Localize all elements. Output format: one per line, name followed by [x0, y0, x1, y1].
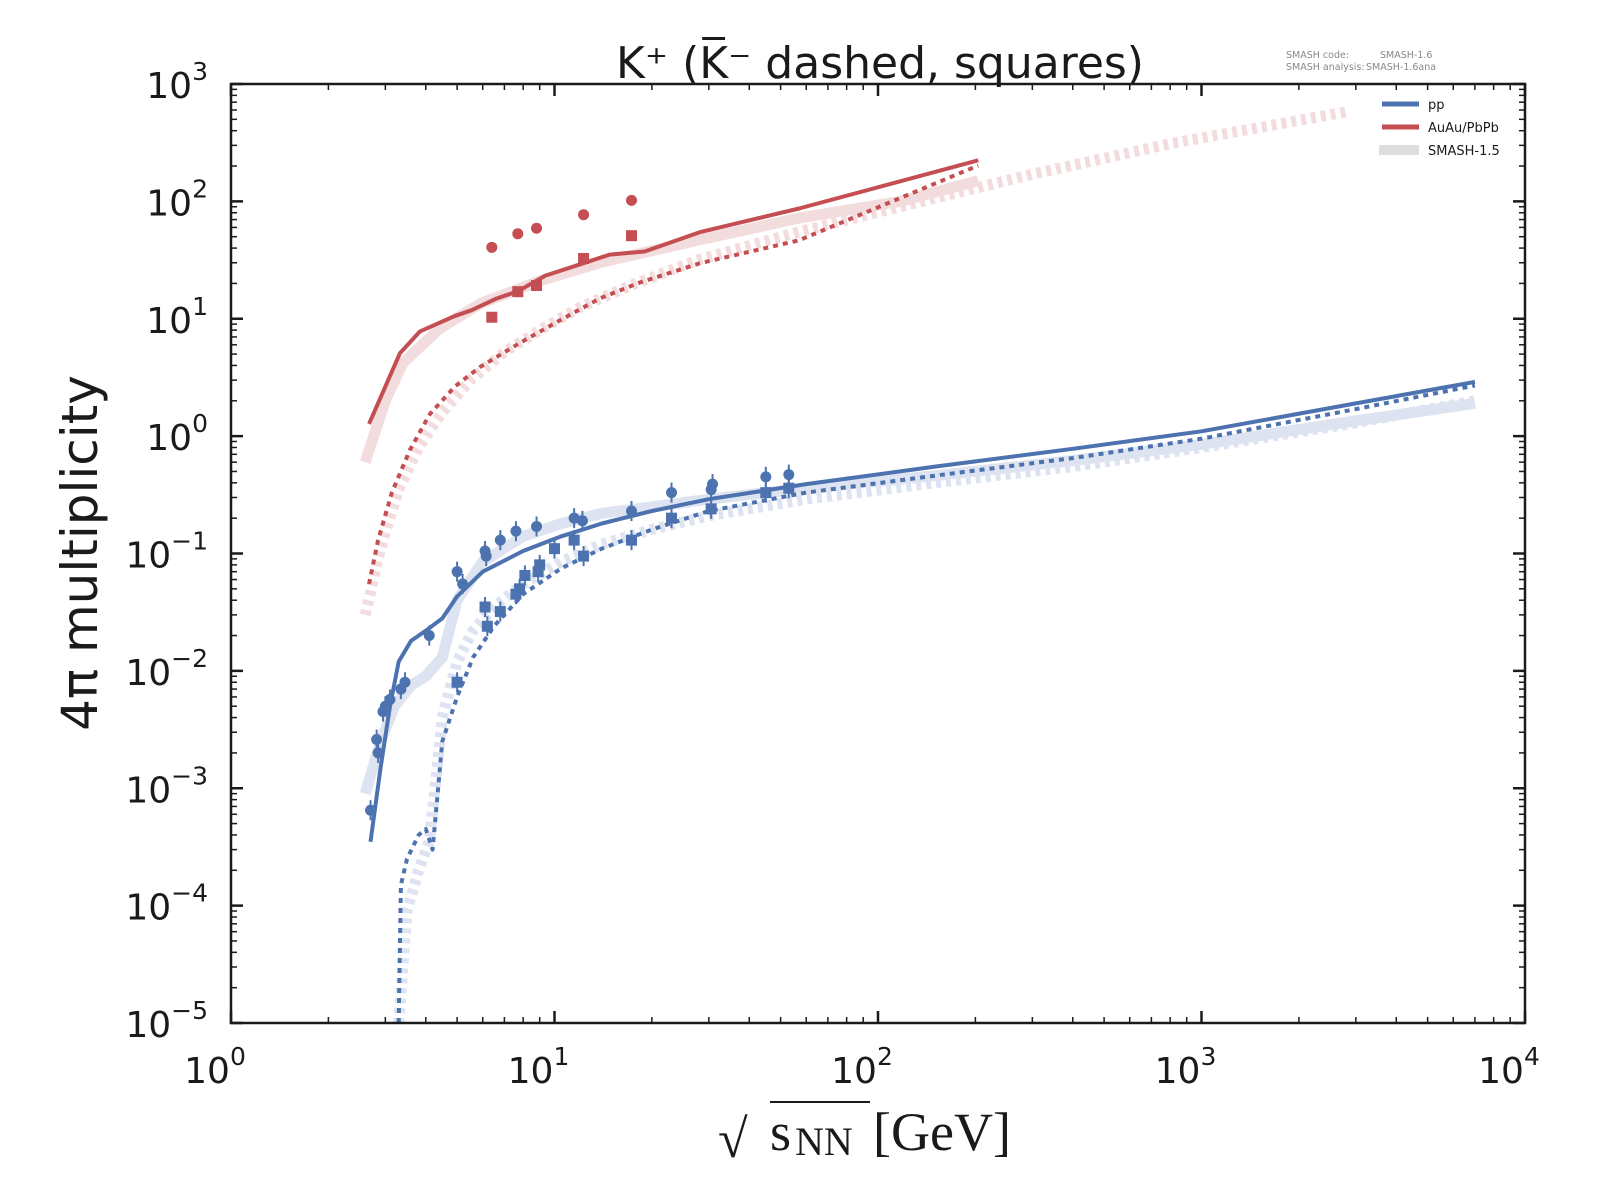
- plot-frame: [229, 82, 1527, 1025]
- data-point-circle: [423, 630, 435, 642]
- info-code-value: SMASH-1.6: [1380, 50, 1432, 61]
- y-tick-label: 10−1: [125, 527, 208, 577]
- data-point-square: [514, 583, 526, 595]
- data-point-square: [494, 606, 506, 618]
- series-line-5: [367, 163, 979, 585]
- data-point-circle: [480, 550, 492, 562]
- version-info: SMASH code: SMASH-1.6 SMASH analysis: SM…: [1286, 50, 1436, 73]
- data-points-layer: [365, 194, 795, 821]
- y-axis-label: 4π multiplicity: [51, 375, 109, 731]
- data-point-square: [531, 279, 543, 291]
- info-analysis-label: SMASH analysis:: [1286, 62, 1365, 73]
- series-line-0: [359, 175, 980, 464]
- data-point-circle: [666, 487, 678, 499]
- x-tick-label: 101: [508, 1042, 570, 1092]
- data-point-square: [486, 311, 498, 323]
- data-point-circle: [626, 194, 638, 206]
- x-axis-label-sqrt: √: [718, 1109, 748, 1169]
- info-analysis-value: SMASH-1.6ana: [1366, 62, 1436, 73]
- data-point-circle: [576, 515, 588, 527]
- y-tick-label: 10−5: [125, 996, 208, 1046]
- x-tick-label: 103: [1155, 1042, 1217, 1092]
- series-layer: [359, 106, 1476, 1024]
- data-point-circle: [568, 512, 580, 524]
- y-tick-label: 10−3: [125, 761, 208, 811]
- y-tick-label: 100: [146, 409, 208, 459]
- series-line-3: [393, 395, 1476, 1024]
- series-line-2: [359, 397, 1476, 796]
- data-point-square: [534, 559, 546, 571]
- data-point-circle: [626, 505, 638, 517]
- data-point-circle: [457, 578, 469, 590]
- y-tick-label: 10−4: [125, 879, 208, 929]
- info-code-label: SMASH code:: [1286, 50, 1349, 61]
- x-axis-label-unit: [GeV]: [873, 1102, 1011, 1162]
- data-point-circle: [399, 676, 411, 688]
- data-point-circle: [707, 478, 719, 490]
- data-point-square: [568, 534, 580, 546]
- x-axis-label-s: s: [770, 1102, 791, 1162]
- data-point-square: [479, 601, 491, 613]
- legend: pp AuAu/PbPb SMASH-1.5: [1379, 98, 1500, 159]
- data-point-circle: [512, 228, 524, 240]
- data-point-circle: [531, 222, 543, 234]
- data-point-square: [705, 503, 717, 515]
- data-point-circle: [451, 566, 463, 578]
- y-tick-label: 102: [146, 174, 208, 224]
- data-point-circle: [510, 525, 522, 537]
- x-tick-label: 100: [184, 1042, 246, 1092]
- y-tick-label: 10−2: [125, 644, 208, 694]
- x-axis-label: √ s NN [GeV]: [718, 1101, 1011, 1169]
- chart-title: K⁺ (K̅⁻ dashed, squares): [616, 35, 1144, 89]
- data-point-circle: [384, 694, 396, 706]
- data-point-circle: [578, 209, 590, 221]
- axis-tick-labels: 100 101 102 103 104 10−5 10−4 10−3 10−2 10−1 100 10…: [125, 57, 1540, 1092]
- data-point-circle: [486, 241, 498, 253]
- data-point-circle: [531, 520, 543, 532]
- series-line-6: [368, 379, 1476, 843]
- data-point-circle: [365, 804, 377, 816]
- x-axis-label-sub: NN: [795, 1119, 853, 1164]
- y-tick-label: 103: [146, 57, 208, 107]
- data-point-square: [760, 487, 772, 499]
- data-point-circle: [372, 747, 384, 759]
- data-point-circle: [783, 469, 795, 481]
- data-point-circle: [371, 734, 383, 746]
- data-point-square: [626, 534, 638, 546]
- data-point-square: [512, 286, 524, 298]
- legend-label-auau: AuAu/PbPb: [1428, 121, 1499, 136]
- x-tick-label: 104: [1478, 1042, 1540, 1092]
- data-point-circle: [494, 534, 506, 546]
- data-point-square: [549, 543, 560, 555]
- data-point-square: [666, 512, 678, 524]
- data-point-square: [578, 253, 590, 265]
- data-point-square: [532, 566, 544, 578]
- data-point-circle: [760, 471, 772, 483]
- data-point-square: [481, 620, 493, 632]
- y-tick-label: 101: [146, 292, 208, 342]
- legend-label-smash15: SMASH-1.5: [1428, 144, 1500, 159]
- x-tick-label: 102: [831, 1042, 893, 1092]
- data-point-square: [626, 230, 638, 242]
- data-point-square: [519, 569, 531, 581]
- data-point-square: [451, 676, 463, 688]
- axis-ticks: [229, 82, 1527, 1025]
- legend-label-pp: pp: [1428, 98, 1445, 113]
- data-point-square: [783, 482, 795, 494]
- data-point-square: [578, 550, 590, 562]
